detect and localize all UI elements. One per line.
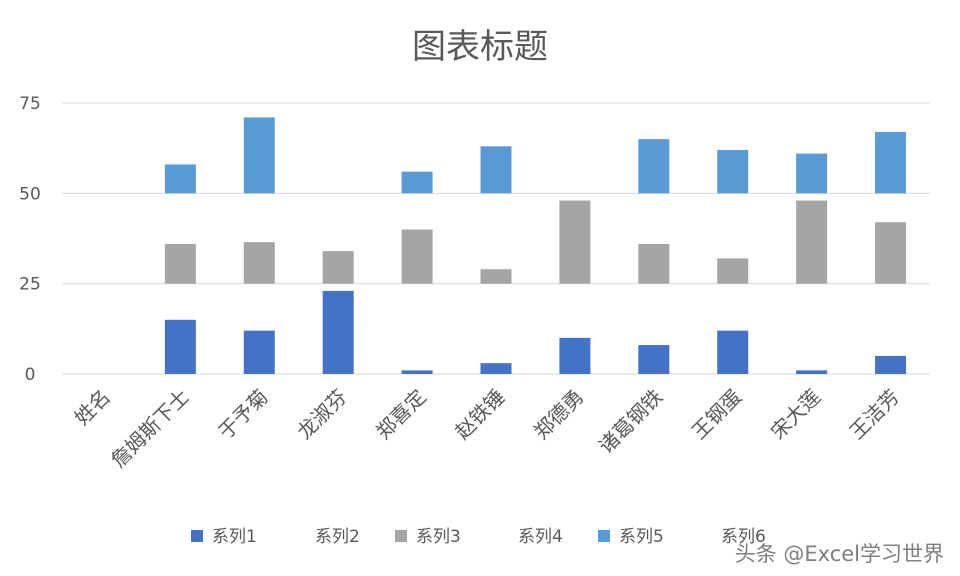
bar-series-1 — [875, 355, 907, 374]
bar-series-3 — [559, 200, 591, 284]
bar-series-5 — [796, 153, 828, 194]
x-tick-label: 于予菊 — [213, 385, 272, 444]
bar-series-1 — [717, 330, 749, 374]
bars — [164, 117, 907, 374]
bar-series-5 — [480, 146, 512, 194]
y-tick-label: 75 — [19, 94, 41, 114]
legend-label: 系列1 — [212, 527, 257, 547]
bar-series-3 — [164, 243, 196, 284]
bar-series-3 — [480, 269, 512, 284]
legend-label: 系列4 — [518, 527, 563, 547]
legend-swatch — [395, 530, 407, 542]
bar-series-1 — [401, 370, 433, 374]
bar-series-1 — [322, 290, 354, 374]
bar-series-5 — [875, 131, 907, 194]
x-tick-label: 王洁芳 — [845, 385, 904, 444]
bar-series-1 — [796, 370, 828, 374]
y-tick-label: 25 — [19, 275, 41, 295]
x-tick-label: 宋大莲 — [766, 385, 825, 444]
chart-title: 图表标题 — [412, 27, 548, 67]
bar-series-3 — [717, 258, 749, 284]
watermark: 头条 @Excel学习世界 — [734, 542, 944, 566]
bar-series-3 — [796, 200, 828, 284]
x-tick-label: 姓名 — [70, 385, 115, 430]
x-tick-label: 王钢蛋 — [687, 385, 746, 444]
bar-series-3 — [322, 251, 354, 284]
x-tick-label: 诸葛钢铁 — [594, 385, 668, 459]
x-tick-label: 赵铁锤 — [450, 385, 509, 444]
bar-series-5 — [243, 117, 275, 194]
bar-series-1 — [480, 363, 512, 374]
legend-label: 系列5 — [619, 527, 664, 547]
bar-series-3 — [243, 242, 275, 284]
bar-series-5 — [164, 164, 196, 194]
y-axis-ticks: 0 25 50 75 — [19, 94, 41, 385]
bar-series-1 — [638, 345, 670, 374]
y-tick-label: 50 — [19, 184, 41, 204]
bar-series-5 — [638, 139, 670, 194]
x-tick-label: 詹姆斯下士 — [106, 385, 194, 473]
legend-swatch — [598, 530, 610, 542]
x-tick-label: 郑喜定 — [371, 385, 430, 444]
bar-series-3 — [401, 229, 433, 284]
bar-series-5 — [401, 171, 433, 194]
bar-series-1 — [164, 319, 196, 374]
legend-label: 系列2 — [315, 527, 360, 547]
legend-swatch — [191, 530, 203, 542]
bar-series-5 — [717, 149, 749, 194]
legend-label: 系列6 — [721, 527, 766, 547]
bar-series-1 — [559, 337, 591, 374]
legend: 系列1 系列2 系列3 系列4 系列5 系列6 — [191, 527, 766, 547]
bar-series-3 — [638, 243, 670, 284]
bar-series-1 — [243, 330, 275, 374]
bar-series-3 — [875, 222, 907, 284]
y-tick-label: 0 — [25, 365, 36, 385]
x-tick-label: 龙淑芬 — [292, 385, 351, 444]
x-tick-label: 郑德勇 — [529, 385, 588, 444]
legend-label: 系列3 — [416, 527, 461, 547]
